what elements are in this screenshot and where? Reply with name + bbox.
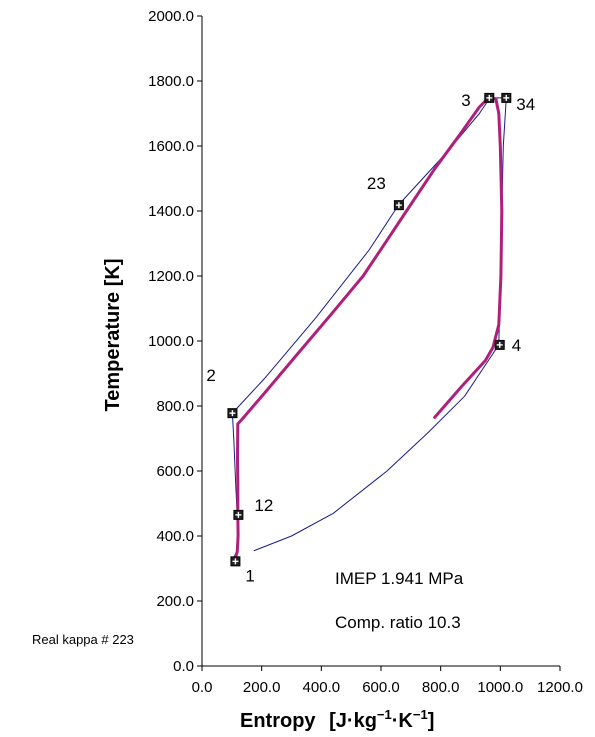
y-tick-label: 1600.0 [148,138,194,155]
y-axis-title: Temperature [K] [102,259,124,412]
point-marker-1 [230,556,241,567]
point-marker-23 [393,200,404,211]
point-marker-12 [233,509,244,520]
point-marker-3 [484,92,495,103]
y-axis-ticks: 0.0 200.0 400.0 600.0 800.0 1000.0 1200.0 1400.… [148,8,202,675]
y-tick-label: 600.0 [156,463,194,480]
y-tick-label: 2000.0 [148,8,194,25]
y-tick-label: 1000.0 [148,333,194,350]
y-tick-label: 200.0 [156,593,194,610]
x-tick-label: 400.0 [303,679,341,696]
point-label-1: 1 [245,566,254,585]
x-tick-label: 800.0 [422,679,460,696]
note-real-kappa: Real kappa # 223 [32,632,134,647]
annotation-imep: IMEP 1.941 MPa [335,569,464,588]
point-label-3: 3 [461,91,470,110]
y-tick-label: 0.0 [173,658,194,675]
point-labels: 1 12 2 23 3 34 4 [206,91,535,585]
point-label-4: 4 [512,336,521,355]
series-line-thick [232,96,504,561]
x-tick-label: 600.0 [362,679,400,696]
point-markers [227,92,512,567]
point-marker-2 [227,408,238,419]
point-marker-34 [501,92,512,103]
x-tick-label: 200.0 [243,679,281,696]
y-tick-label: 800.0 [156,398,194,415]
x-tick-label: 1200.0 [537,679,583,696]
x-axis-ticks: 0.0 200.0 400.0 600.0 800.0 1000.0 1200.0 [192,666,583,696]
point-label-34: 34 [516,95,535,114]
series-line-thin [231,97,507,561]
x-tick-label: 0.0 [192,679,213,696]
series-layer [231,96,507,561]
y-tick-label: 1200.0 [148,268,194,285]
y-tick-label: 1400.0 [148,203,194,220]
point-label-23: 23 [367,174,386,193]
x-tick-label: 1000.0 [477,679,523,696]
point-label-12: 12 [254,496,273,515]
y-tick-label: 400.0 [156,528,194,545]
annotation-comp-ratio: Comp. ratio 10.3 [335,613,461,632]
x-axis-title-name: Entropy [240,710,316,732]
point-label-2: 2 [206,366,215,385]
y-tick-label: 1800.0 [148,73,194,90]
point-marker-4 [494,339,505,350]
x-axis-title-units: [J·kg−1·K−1] [329,707,434,732]
x-axis-title: Entropy [J·kg−1·K−1] [240,707,434,732]
